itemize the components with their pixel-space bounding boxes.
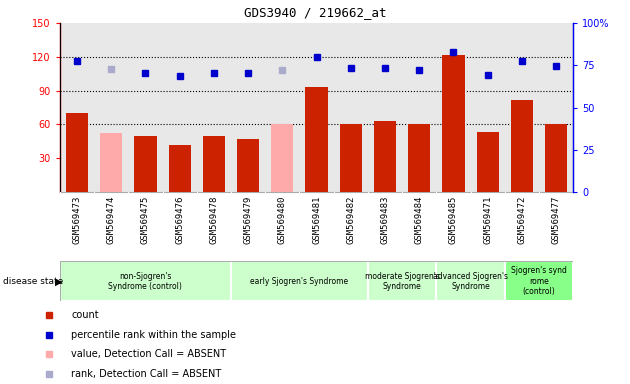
Text: GSM569479: GSM569479 xyxy=(244,195,253,244)
Bar xyxy=(477,132,499,192)
Bar xyxy=(340,124,362,192)
Bar xyxy=(437,261,505,301)
Bar xyxy=(100,133,122,192)
Text: disease state: disease state xyxy=(3,277,64,286)
Text: GSM569476: GSM569476 xyxy=(175,195,184,244)
Bar xyxy=(203,136,225,192)
Bar xyxy=(134,136,156,192)
Bar xyxy=(545,124,567,192)
Bar xyxy=(237,139,259,192)
Text: early Sjogren's Syndrome: early Sjogren's Syndrome xyxy=(250,277,348,286)
Bar xyxy=(511,99,533,192)
Bar xyxy=(66,113,88,192)
Text: GSM569474: GSM569474 xyxy=(106,195,116,244)
Bar xyxy=(60,261,231,301)
Text: GSM569483: GSM569483 xyxy=(381,195,389,244)
Text: advanced Sjogren's
Syndrome: advanced Sjogren's Syndrome xyxy=(433,271,508,291)
Text: ▶: ▶ xyxy=(55,276,63,286)
Bar xyxy=(169,145,191,192)
Text: GSM569480: GSM569480 xyxy=(278,195,287,244)
Text: non-Sjogren's
Syndrome (control): non-Sjogren's Syndrome (control) xyxy=(108,271,182,291)
Text: GSM569478: GSM569478 xyxy=(209,195,219,244)
Text: GSM569473: GSM569473 xyxy=(72,195,81,244)
Text: GSM569485: GSM569485 xyxy=(449,195,458,244)
Text: count: count xyxy=(71,310,99,320)
Bar xyxy=(272,124,294,192)
Bar xyxy=(231,261,368,301)
Text: Sjogren's synd
rome
(control): Sjogren's synd rome (control) xyxy=(511,266,567,296)
Bar xyxy=(374,121,396,192)
Text: percentile rank within the sample: percentile rank within the sample xyxy=(71,330,236,340)
Text: GSM569475: GSM569475 xyxy=(141,195,150,244)
Bar xyxy=(368,261,437,301)
Text: GSM569477: GSM569477 xyxy=(552,195,561,244)
Bar xyxy=(408,124,430,192)
Text: GSM569481: GSM569481 xyxy=(312,195,321,244)
Text: value, Detection Call = ABSENT: value, Detection Call = ABSENT xyxy=(71,349,226,359)
Text: rank, Detection Call = ABSENT: rank, Detection Call = ABSENT xyxy=(71,369,221,379)
Bar xyxy=(505,261,573,301)
Text: GSM569472: GSM569472 xyxy=(517,195,527,244)
Text: GSM569471: GSM569471 xyxy=(483,195,492,244)
Text: GDS3940 / 219662_at: GDS3940 / 219662_at xyxy=(244,6,386,19)
Bar xyxy=(442,55,464,192)
Text: GSM569482: GSM569482 xyxy=(346,195,355,244)
Bar xyxy=(306,87,328,192)
Text: GSM569484: GSM569484 xyxy=(415,195,424,244)
Text: moderate Sjogren's
Syndrome: moderate Sjogren's Syndrome xyxy=(365,271,440,291)
